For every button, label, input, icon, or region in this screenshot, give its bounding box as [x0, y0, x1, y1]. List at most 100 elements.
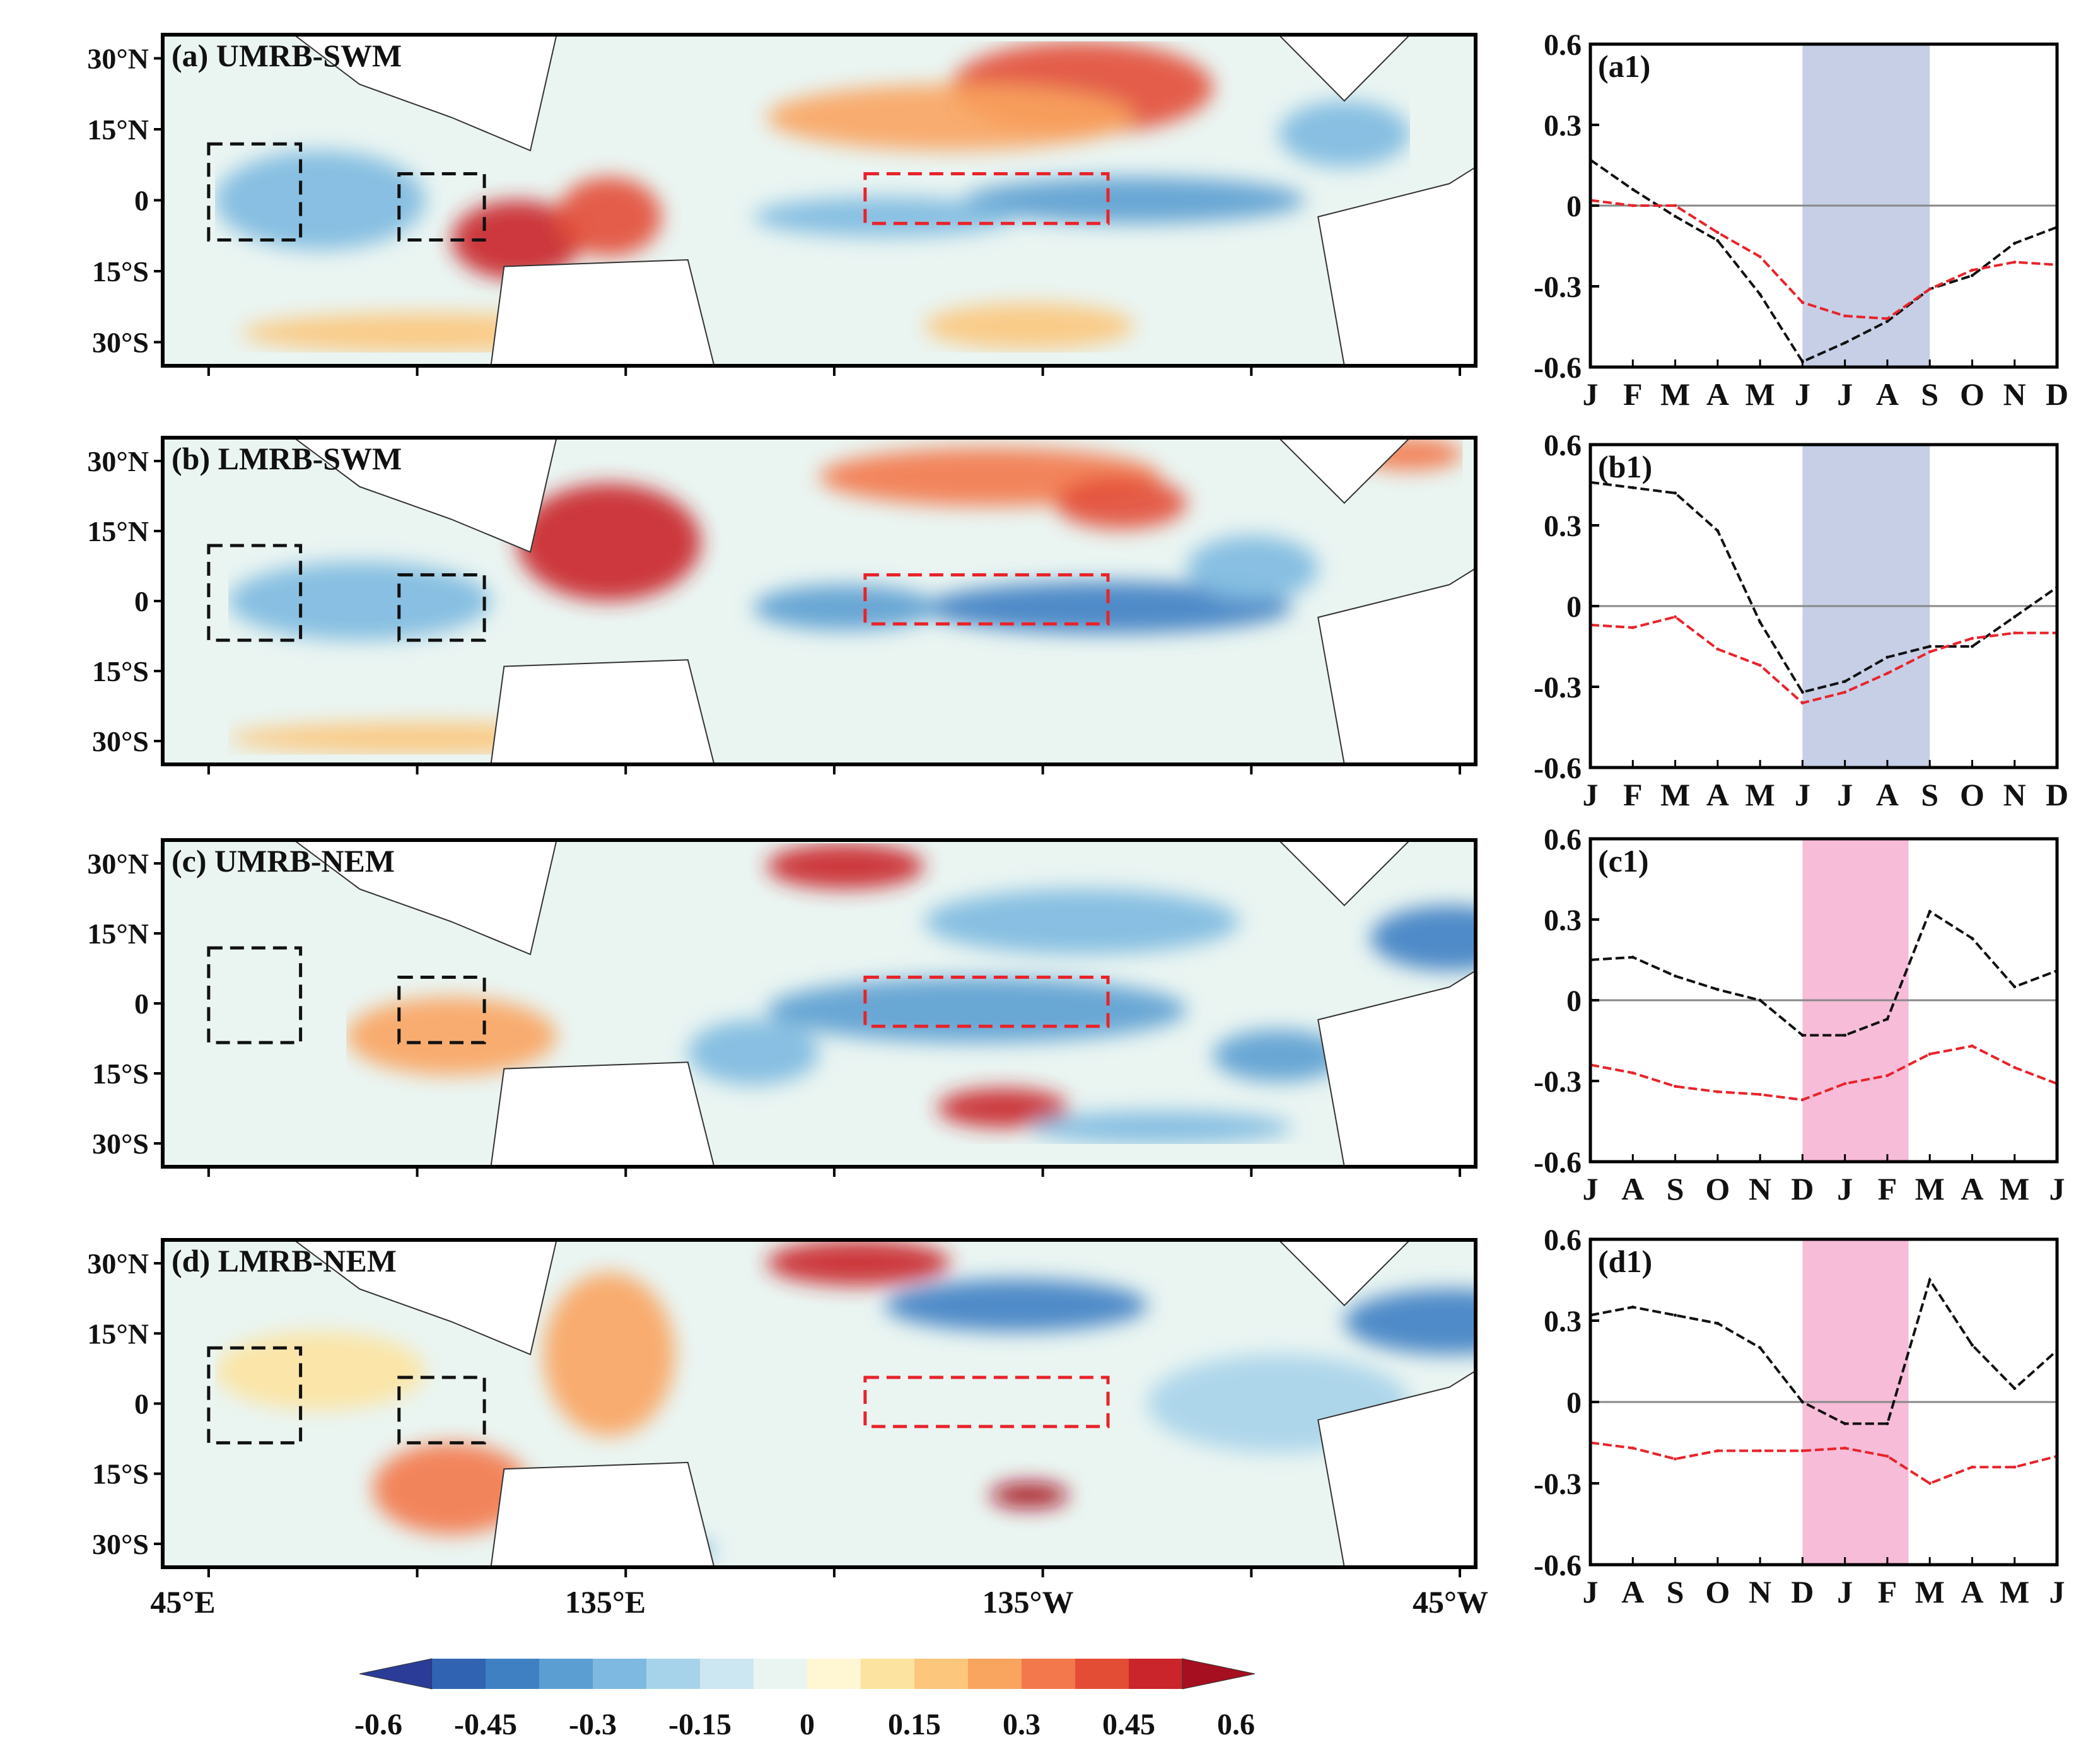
lat-label: 15°S [92, 1458, 149, 1490]
x-tick-label: N [2003, 777, 2026, 812]
map-title: (a) UMRB-SWM [172, 38, 402, 73]
data-point-black [2013, 1387, 2017, 1390]
y-tick-label: -0.3 [1534, 1065, 1582, 1099]
x-tick-label: N [2003, 377, 2026, 412]
colorbar-tick-label: 0.15 [888, 1708, 941, 1741]
map-title: (d) LMRB-NEM [172, 1243, 397, 1278]
lat-label: 15°S [92, 655, 149, 687]
y-tick-label: 0.3 [1544, 510, 1582, 543]
lat-label: 30°N [87, 43, 149, 75]
data-point-black [1800, 1033, 1804, 1037]
x-tick-label: O [1705, 1574, 1730, 1609]
anomaly-blob [1370, 905, 1476, 971]
data-point-black [1716, 1321, 1720, 1325]
x-tick-label: J [1583, 777, 1599, 812]
data-point-black [1928, 1278, 1932, 1282]
anomaly-blob [937, 1088, 1069, 1128]
line-panel-2: 0.60.30-0.3-0.6J F M A M J J A S O N D(b1) [1534, 429, 2068, 812]
colorbar-tick-label: -0.3 [569, 1708, 617, 1741]
line-panel-title: (d1) [1598, 1244, 1652, 1279]
data-point-black [1928, 909, 1932, 913]
anomaly-blob [766, 843, 924, 889]
lon-label: 135°W [982, 1584, 1074, 1620]
y-tick-label: -0.6 [1534, 752, 1582, 785]
lon-label: 135°E [565, 1584, 646, 1620]
box-western-indian-ocean [207, 142, 303, 242]
x-tick-label: D [1791, 1574, 1814, 1609]
data-point-black [1674, 1313, 1677, 1317]
x-tick-label: A [1621, 1574, 1644, 1609]
data-point-black [1886, 655, 1889, 659]
box-western-indian-ocean [207, 544, 303, 642]
land-asia [293, 840, 557, 955]
x-tick-label: A [1621, 1171, 1644, 1206]
data-point-black [1758, 293, 1762, 296]
data-point-black [1758, 621, 1762, 624]
data-point-black [1970, 645, 1974, 648]
data-point-black [2013, 615, 2017, 619]
data-point-black [1674, 214, 1677, 218]
box-nino-region [863, 573, 1110, 626]
lat-label: 30°S [92, 1528, 149, 1560]
anomaly-blob [753, 585, 938, 631]
x-tick-label: M [1915, 1574, 1945, 1609]
y-tick-label: -0.3 [1534, 1468, 1582, 1501]
lat-label: 15°N [87, 114, 149, 146]
anomaly-blob [543, 1272, 675, 1437]
x-tick-label: M [1660, 777, 1690, 812]
data-point-black [1843, 1033, 1847, 1037]
colorbar-tick-label: 0.3 [1003, 1708, 1040, 1741]
lat-label: 30°N [87, 1247, 149, 1280]
data-point-red [1716, 1449, 1720, 1452]
anomaly-blob [885, 1279, 1148, 1332]
box-eastern-indian-ocean [397, 573, 486, 642]
data-point-red [1970, 268, 1974, 272]
land-asia [293, 1240, 557, 1356]
data-point-red [1674, 204, 1677, 207]
colorbar-tick-label: -0.45 [454, 1708, 517, 1741]
data-point-black [1631, 486, 1635, 489]
data-point-red [1886, 672, 1889, 675]
anomaly-blob [1213, 1029, 1344, 1082]
data-point-black [1631, 1305, 1635, 1309]
land-north-america [1278, 438, 1411, 505]
data-point-black [1843, 1422, 1847, 1425]
data-point-red [1928, 1481, 1932, 1485]
lat-label: 15°N [87, 918, 149, 950]
y-tick-label: 0.3 [1544, 1305, 1582, 1338]
anomaly-blob [1186, 535, 1319, 601]
x-tick-label: S [1921, 777, 1938, 812]
data-point-black [1674, 974, 1677, 978]
lat-label: 0 [134, 185, 149, 217]
line-panel-title: (b1) [1598, 449, 1652, 484]
land-south-america [1317, 970, 1476, 1167]
y-tick-label: 0.6 [1544, 429, 1582, 462]
anomaly-blob [766, 1240, 951, 1286]
colorbar-end-high [1182, 1658, 1256, 1690]
y-tick-label: -0.3 [1534, 671, 1582, 704]
data-point-black [1800, 691, 1804, 694]
data-point-black [2013, 242, 2017, 245]
land-north-america [1278, 840, 1411, 907]
x-tick-label: M [2000, 1171, 2029, 1206]
colorbar-segment [432, 1659, 486, 1689]
data-point-red [1928, 1052, 1932, 1056]
series-line-black [1590, 1276, 2058, 1425]
map-panel-3: (c) UMRB-NEM 30°N 15°N 0 15°S 30°S [87, 838, 1478, 1177]
anomaly-blob [517, 483, 701, 601]
lat-label: 30°N [87, 848, 149, 880]
land-australia [490, 1061, 715, 1167]
line-panel-title: (a1) [1598, 49, 1650, 84]
x-tick-label: J [1795, 377, 1810, 412]
x-tick-label: A [1706, 377, 1729, 412]
data-point-red [1631, 204, 1635, 207]
y-tick-label: 0 [1566, 190, 1582, 223]
lon-label: 45°W [1413, 1584, 1488, 1620]
data-point-black [1843, 341, 1847, 345]
lat-label: 15°S [92, 1058, 149, 1090]
colorbar-segment [1129, 1659, 1183, 1689]
data-point-red [1970, 636, 1974, 640]
x-tick-label: A [1706, 777, 1729, 812]
line-panel-4: 0.60.30-0.3-0.6J A S O N D J F M A M J(d1) [1534, 1224, 2065, 1609]
y-tick-label: -0.6 [1534, 351, 1582, 385]
